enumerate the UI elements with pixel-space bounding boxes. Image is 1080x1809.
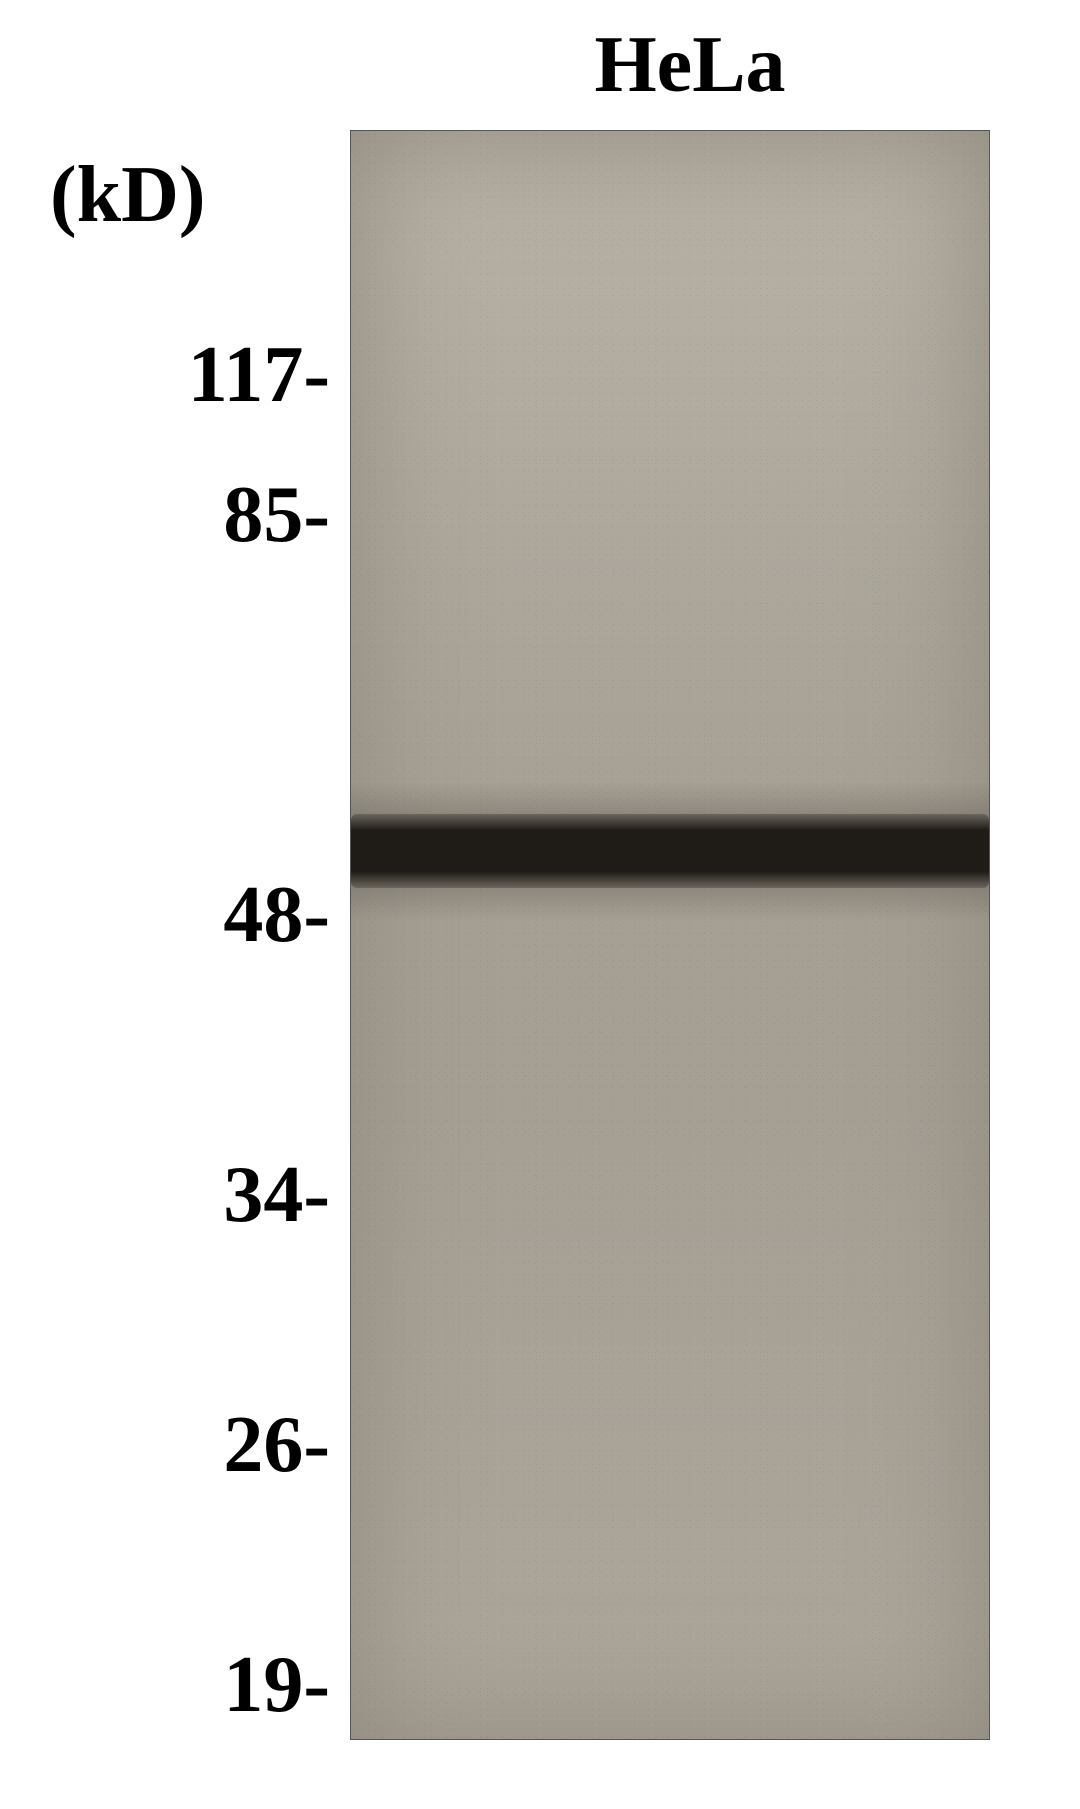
blot-lane [350, 130, 990, 1740]
marker-label: 19- [0, 1640, 330, 1731]
blot-noise [351, 131, 989, 1739]
marker-label: 85- [0, 470, 330, 561]
marker-label: 34- [0, 1150, 330, 1241]
lane-header-label: HeLa [500, 20, 880, 111]
western-blot-figure: HeLa (kD) 117- 85- 48- 34- 26- 19- [0, 0, 1080, 1809]
marker-label: 26- [0, 1400, 330, 1491]
unit-label: (kD) [50, 150, 206, 241]
marker-label: 117- [0, 330, 330, 421]
band [351, 814, 989, 888]
marker-label: 48- [0, 870, 330, 961]
